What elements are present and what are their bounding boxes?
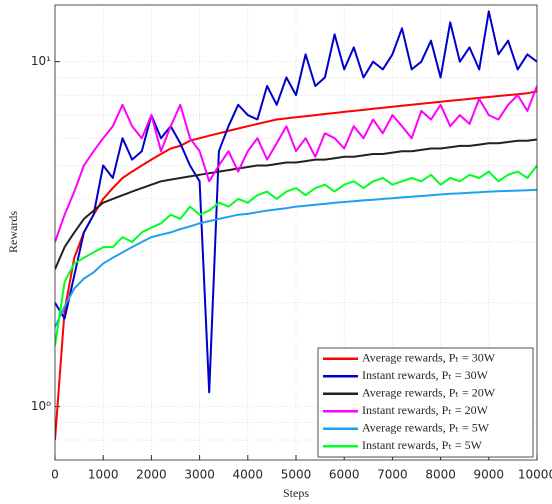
x-tick-label: 3000 bbox=[184, 468, 215, 482]
legend-label: Average rewards, Pₜ = 5W bbox=[362, 421, 490, 435]
legend-label: Average rewards, Pₜ = 30W bbox=[362, 351, 496, 365]
series-line bbox=[55, 85, 537, 243]
x-tick-label: 7000 bbox=[377, 468, 408, 482]
legend-label: Instant rewards, Pₜ = 30W bbox=[362, 368, 489, 382]
y-axis-label: Rewards bbox=[6, 211, 20, 253]
series-line bbox=[55, 164, 537, 346]
legend-label: Average rewards, Pₜ = 20W bbox=[362, 386, 496, 400]
plot-frame bbox=[54, 4, 538, 461]
series-line bbox=[55, 138, 537, 270]
legend-label: Instant rewards, Pₜ = 20W bbox=[362, 403, 489, 417]
series-line bbox=[55, 90, 537, 441]
y-tick-label: 10⁰ bbox=[31, 399, 51, 413]
x-tick-label: 0 bbox=[51, 468, 59, 482]
x-tick-label: 4000 bbox=[233, 468, 264, 482]
legend-label: Instant rewards, Pₜ = 5W bbox=[362, 438, 483, 452]
x-tick-label: 9000 bbox=[474, 468, 505, 482]
legend-box bbox=[317, 347, 534, 458]
x-axis-label: Steps bbox=[283, 486, 309, 500]
x-tick-label: 10000 bbox=[518, 468, 552, 482]
y-tick-label: 10¹ bbox=[31, 54, 51, 68]
x-tick-label: 6000 bbox=[329, 468, 360, 482]
x-tick-label: 8000 bbox=[425, 468, 456, 482]
x-tick-label: 1000 bbox=[88, 468, 119, 482]
x-tick-label: 2000 bbox=[136, 468, 167, 482]
x-tick-label: 5000 bbox=[281, 468, 312, 482]
series-line bbox=[55, 10, 537, 394]
series-line bbox=[55, 188, 537, 328]
